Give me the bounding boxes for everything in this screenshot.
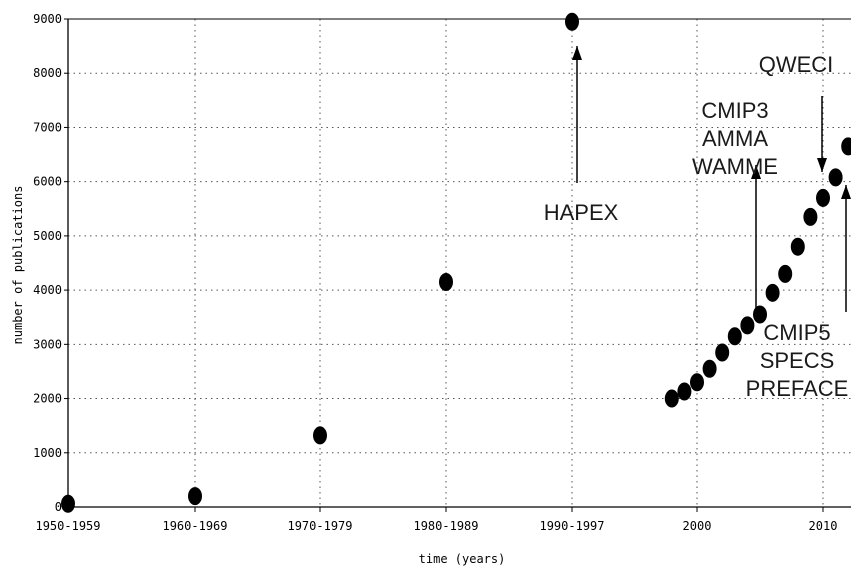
annotation-cmip5-line: PREFACE bbox=[746, 376, 849, 401]
arrowhead-cmip5 bbox=[841, 185, 851, 199]
annotation-cmip3-line: WAMME bbox=[692, 154, 778, 179]
data-point bbox=[803, 207, 818, 226]
data-point bbox=[702, 359, 717, 378]
y-tick-label: 9000 bbox=[33, 12, 62, 26]
annotation-qweci-line: QWECI bbox=[759, 52, 834, 77]
data-point bbox=[727, 327, 742, 346]
annotation-arrows bbox=[572, 46, 851, 312]
x-tick-label: 1990-1997 bbox=[539, 519, 604, 533]
data-point bbox=[677, 382, 692, 401]
data-point bbox=[753, 305, 767, 324]
data-point bbox=[778, 264, 793, 283]
data-point bbox=[188, 487, 202, 506]
x-ticks: 1950-1959 1960-1969 1970-1979 1980-1989 1990… bbox=[35, 507, 837, 533]
data-point bbox=[765, 283, 780, 302]
annotation-cmip5-line: SPECS bbox=[760, 348, 835, 373]
annotation-cmip3-line: AMMA bbox=[702, 126, 768, 151]
x-tick-label: 2000 bbox=[683, 519, 712, 533]
x-axis-label: time (years) bbox=[419, 552, 506, 566]
arrowhead-qweci bbox=[817, 158, 827, 172]
data-point bbox=[690, 373, 704, 392]
data-point bbox=[841, 137, 851, 156]
data-points bbox=[61, 12, 851, 513]
data-point bbox=[790, 237, 805, 256]
y-tick-label: 6000 bbox=[33, 175, 62, 189]
x-tick-label: 1980-1989 bbox=[413, 519, 478, 533]
data-point bbox=[664, 389, 679, 408]
x-tick-label: 1950-1959 bbox=[35, 519, 100, 533]
annotation-cmip3-line: CMIP3 bbox=[701, 98, 768, 123]
y-ticks: 0 1000 2000 3000 4000 5000 6000 7000 8000 9000 bbox=[33, 12, 68, 514]
y-tick-label: 4000 bbox=[33, 283, 62, 297]
x-tick-label: 2010 bbox=[809, 519, 838, 533]
x-tick-label: 1960-1969 bbox=[162, 519, 227, 533]
arrowhead-cmip3 bbox=[751, 165, 761, 179]
x-tick-label: 1970-1979 bbox=[287, 519, 352, 533]
data-point bbox=[816, 188, 830, 207]
annotations: HAPEX CMIP3 AMMA WAMME QWECI CMIP5 SPECS PREFAC… bbox=[544, 52, 849, 401]
arrowhead-hapex bbox=[572, 46, 582, 60]
y-tick-label: 1000 bbox=[33, 446, 62, 460]
y-tick-label: 3000 bbox=[33, 337, 62, 351]
data-point bbox=[740, 316, 755, 335]
y-tick-label: 7000 bbox=[33, 120, 62, 134]
data-point bbox=[565, 12, 579, 31]
y-tick-label: 5000 bbox=[33, 229, 62, 243]
y-axis-label: number of publications bbox=[11, 186, 25, 345]
data-point bbox=[61, 494, 75, 513]
axes bbox=[67, 18, 851, 508]
data-point bbox=[313, 426, 327, 445]
data-point bbox=[828, 168, 843, 187]
annotation-cmip5-line: CMIP5 bbox=[763, 320, 830, 345]
data-point bbox=[439, 272, 453, 291]
y-tick-label: 0 bbox=[55, 500, 62, 514]
annotation-hapex-line: HAPEX bbox=[544, 200, 619, 225]
y-tick-label: 2000 bbox=[33, 392, 62, 406]
y-tick-label: 8000 bbox=[33, 66, 62, 80]
data-point bbox=[715, 343, 730, 362]
